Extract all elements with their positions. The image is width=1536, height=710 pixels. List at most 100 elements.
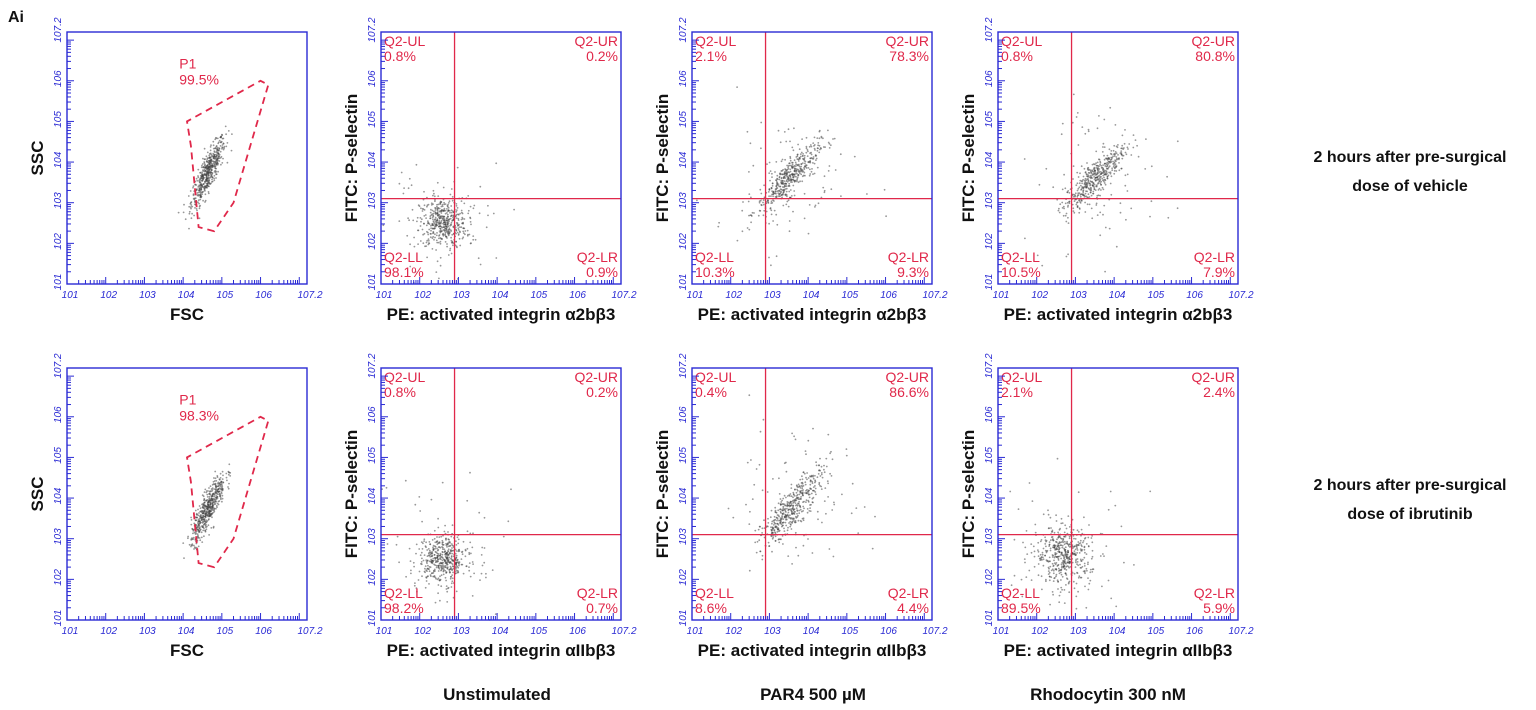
event-point [1064, 202, 1067, 205]
event-point [227, 470, 230, 473]
event-point [1037, 541, 1040, 544]
event-point [774, 525, 777, 528]
event-point [196, 188, 198, 190]
event-point [204, 201, 206, 203]
event-point [1071, 561, 1074, 564]
event-point [1085, 195, 1087, 198]
event-point [1057, 209, 1060, 212]
event-point [1081, 565, 1084, 568]
event-point [810, 503, 812, 506]
event-point [406, 234, 409, 237]
event-point [429, 566, 432, 569]
event-point [1072, 207, 1075, 210]
event-point [460, 558, 463, 560]
event-point [208, 505, 211, 508]
y-tick-label: 101 [53, 610, 64, 627]
event-point [189, 190, 192, 192]
event-point [445, 553, 448, 556]
event-point [419, 217, 422, 219]
event-point [203, 161, 206, 163]
event-point [436, 207, 439, 210]
quadrant-ul-name: Q2-UL [1001, 33, 1042, 49]
event-point [426, 567, 429, 570]
event-point [845, 454, 848, 457]
event-point [780, 170, 783, 172]
event-point [1081, 180, 1084, 183]
event-point [1099, 234, 1102, 237]
event-point [809, 168, 811, 171]
event-point [203, 523, 206, 525]
event-point [815, 154, 818, 157]
event-point [446, 561, 449, 563]
event-point [444, 564, 447, 567]
event-point [451, 547, 453, 549]
event-point [800, 165, 803, 168]
event-point [1124, 151, 1127, 154]
event-point [449, 565, 452, 568]
event-point [220, 140, 223, 143]
event-point [1051, 568, 1054, 571]
event-point [787, 205, 790, 208]
event-point [1079, 202, 1082, 204]
event-point [758, 463, 761, 466]
event-point [427, 243, 430, 246]
event-point [809, 144, 812, 146]
event-point [201, 541, 204, 543]
event-point [1057, 563, 1060, 566]
event-point [841, 493, 843, 496]
event-point [215, 137, 218, 140]
event-point [797, 168, 800, 171]
event-point [1078, 199, 1081, 201]
event-point [430, 498, 433, 501]
event-point [446, 223, 449, 226]
event-point [807, 491, 810, 493]
event-point [409, 560, 412, 562]
event-point [748, 394, 751, 397]
event-point [769, 170, 772, 173]
x-axis-title: PE: activated integrin αIIbβ3 [387, 641, 616, 660]
event-point [1097, 170, 1100, 172]
event-point [221, 133, 223, 136]
event-point [212, 526, 215, 529]
event-point [192, 532, 194, 535]
event-point [452, 571, 454, 574]
event-point [203, 509, 206, 512]
event-point [192, 186, 194, 189]
event-point [207, 490, 209, 492]
event-point [1109, 160, 1112, 162]
event-point [434, 233, 436, 236]
event-point [1118, 169, 1121, 172]
event-point [799, 153, 802, 156]
event-point [457, 213, 460, 216]
event-point [207, 176, 210, 179]
event-point [443, 530, 446, 533]
event-point [190, 207, 192, 210]
event-point [786, 180, 789, 183]
event-point [774, 171, 776, 173]
event-point [792, 491, 795, 494]
event-point [789, 501, 792, 504]
event-point [447, 545, 450, 548]
event-point [1060, 133, 1063, 136]
event-point [813, 147, 816, 150]
event-point [804, 450, 807, 452]
event-point [717, 225, 720, 228]
event-point [797, 143, 799, 146]
event-point [805, 164, 808, 167]
event-point [1103, 158, 1106, 161]
event-point [789, 508, 792, 511]
event-point [803, 507, 805, 510]
event-point [1084, 551, 1086, 554]
event-point [1055, 575, 1057, 578]
event-point [420, 561, 423, 563]
x-axis-title: PE: activated integrin αIIbβ3 [698, 641, 927, 660]
event-point [794, 488, 796, 491]
event-point [1106, 154, 1109, 157]
x-tick-label: 105 [216, 626, 233, 637]
event-point [450, 221, 453, 224]
event-point [795, 495, 798, 497]
event-point [480, 572, 483, 575]
event-point [442, 226, 445, 229]
event-point [204, 516, 207, 518]
event-point [464, 555, 467, 558]
